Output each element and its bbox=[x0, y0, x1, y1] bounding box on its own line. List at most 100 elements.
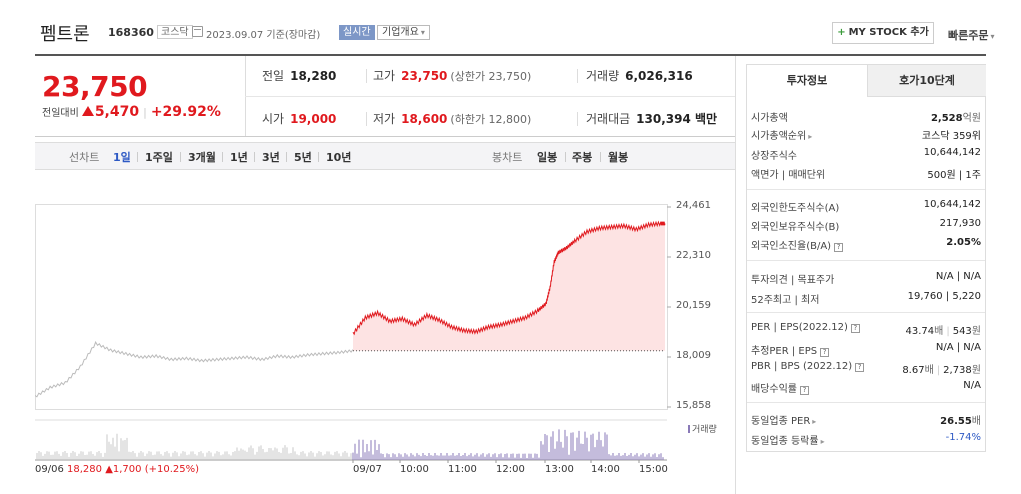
info-row: 추정PER | EPS? N/A | N/A bbox=[751, 342, 981, 358]
y-tick-label: 20,159 bbox=[676, 300, 711, 311]
tab-1w[interactable]: 1주일 bbox=[145, 151, 173, 164]
divider bbox=[577, 112, 578, 126]
header-divider bbox=[35, 54, 986, 56]
help-icon[interactable]: ? bbox=[850, 324, 860, 333]
info-value: N/A | N/A bbox=[935, 271, 981, 282]
divider bbox=[747, 312, 985, 313]
info-row[interactable]: 동일업종 PER ▸ 26.55배 bbox=[751, 412, 981, 428]
prev-day-summary: 09/06 18,280 ▲1,700 (+10.25%) bbox=[35, 464, 199, 475]
bps-value: 2,738 bbox=[943, 365, 972, 376]
quote-volume: 거래량 6,026,316 bbox=[586, 67, 693, 84]
info-row[interactable]: 동일업종 등락률 ▸ -1.74% bbox=[751, 432, 981, 448]
price-line bbox=[352, 220, 666, 336]
plus-icon: + bbox=[837, 27, 846, 38]
tab-3m[interactable]: 3개월 bbox=[188, 151, 216, 164]
tab-order-book-10[interactable]: 호가10단계 bbox=[867, 65, 986, 97]
y-tick-label: 15,858 bbox=[676, 400, 711, 411]
divider bbox=[137, 152, 138, 162]
prev-day-close: 18,280 bbox=[67, 464, 103, 475]
tab-investment-info[interactable]: 투자정보 bbox=[747, 65, 867, 97]
quote-high: 고가 23,750 (상한가 23,750) bbox=[373, 67, 531, 84]
stock-code: 168360 bbox=[108, 26, 154, 39]
dividend-yield-label: 배당수익률 bbox=[751, 384, 797, 395]
stock-name: 펨트론 bbox=[40, 24, 90, 45]
tab-1d[interactable]: 1일 bbox=[113, 151, 131, 164]
sector-per-unit: 배 bbox=[971, 416, 981, 427]
market-cap-value: 2,528 bbox=[930, 113, 963, 124]
divider bbox=[366, 112, 367, 126]
divider bbox=[180, 152, 181, 162]
upper-limit: (상한가 23,750) bbox=[450, 70, 532, 83]
lower-limit: (하한가 12,800) bbox=[450, 113, 532, 126]
realtime-button[interactable]: 실시간 bbox=[339, 25, 375, 40]
info-row: 상장주식수 10,644,142 bbox=[751, 147, 981, 163]
divider: | bbox=[143, 106, 147, 119]
divider bbox=[600, 152, 601, 162]
x-tick-label: 15:00 bbox=[639, 464, 668, 475]
info-value: 2.05% bbox=[946, 237, 981, 248]
info-row: 액면가 | 매매단위 500원 | 1주 bbox=[751, 166, 981, 182]
quote-trade-value-label: 거래대금 bbox=[586, 112, 631, 126]
line-chart-label: 선차트 bbox=[69, 151, 100, 164]
divider: | bbox=[946, 326, 950, 337]
info-label: 동일업종 PER ▸ bbox=[751, 412, 816, 427]
info-label: 추정PER | EPS? bbox=[751, 342, 830, 357]
eps-value: 543 bbox=[952, 326, 972, 337]
divider bbox=[245, 96, 735, 97]
help-icon[interactable]: ? bbox=[820, 348, 830, 357]
info-label: 시가총액 bbox=[751, 113, 788, 124]
quick-order-dropdown[interactable]: 빠른주문 ▾ bbox=[948, 27, 995, 43]
tab-1y[interactable]: 1년 bbox=[230, 151, 248, 164]
help-icon[interactable]: ? bbox=[800, 386, 809, 395]
divider bbox=[565, 152, 566, 162]
quote-prev-value: 18,280 bbox=[290, 69, 337, 83]
quote-low-value: 18,600 bbox=[401, 112, 448, 126]
quote-prev: 전일 18,280 bbox=[262, 67, 336, 84]
divider bbox=[318, 152, 319, 162]
tab-weekly-candle[interactable]: 주봉 bbox=[572, 151, 593, 164]
quote-volume-value: 6,026,316 bbox=[625, 69, 693, 83]
bps-unit: 원 bbox=[971, 365, 981, 376]
info-row: PER | EPS(2022.12)? 43.74배 | 543원 bbox=[751, 322, 981, 338]
info-row[interactable]: 시가총액순위 ▸ 코스닥 359위 bbox=[751, 127, 981, 143]
tab-5y[interactable]: 5년 bbox=[294, 151, 312, 164]
help-icon[interactable]: ? bbox=[834, 243, 844, 252]
prev-day-date: 09/06 bbox=[35, 464, 64, 475]
up-arrow-icon bbox=[81, 106, 94, 116]
quote-open-value: 19,000 bbox=[290, 112, 337, 126]
tab-monthly-candle[interactable]: 월봉 bbox=[608, 151, 629, 164]
help-icon[interactable]: ? bbox=[855, 363, 865, 372]
info-label: 외국인소진율(B/A)? bbox=[751, 237, 844, 252]
x-tick-label: 11:00 bbox=[448, 464, 477, 475]
x-tick-label: 13:00 bbox=[545, 464, 574, 475]
est-per-eps-label: 추정PER | EPS bbox=[751, 346, 818, 357]
tab-10y[interactable]: 10년 bbox=[326, 151, 352, 164]
foreign-exhaust-label: 외국인소진율(B/A) bbox=[751, 241, 832, 252]
company-overview-dropdown[interactable]: 기업개요 ▾ bbox=[377, 25, 430, 40]
sector-change-label: 동일업종 등락률 bbox=[751, 436, 819, 447]
candle-chart-label: 봉차트 bbox=[492, 151, 523, 164]
chevron-right-icon: ▸ bbox=[812, 417, 817, 426]
tab-daily-candle[interactable]: 일봉 bbox=[537, 151, 558, 164]
info-row: 투자의견 | 목표주가 N/A | N/A bbox=[751, 271, 981, 287]
info-label: 액면가 | 매매단위 bbox=[751, 170, 826, 181]
quote-trade-value-value: 130,394 백만 bbox=[636, 112, 718, 126]
prev-day-change: ▲1,700 (+10.25%) bbox=[105, 464, 200, 475]
chevron-right-icon: ▸ bbox=[820, 437, 825, 446]
price-chart[interactable]: 24,461 22,310 20,159 18,009 15,858 09/07 10:0… bbox=[35, 170, 735, 480]
x-tick-label: 12:00 bbox=[496, 464, 525, 475]
per-eps-label: PER | EPS(2022.12) bbox=[751, 322, 848, 333]
tab-3y[interactable]: 3년 bbox=[262, 151, 280, 164]
quote-low-label: 저가 bbox=[373, 112, 396, 126]
market-badge: 코스닥 bbox=[157, 25, 193, 39]
per-unit: 배 bbox=[934, 326, 944, 337]
info-row: 외국인소진율(B/A)? 2.05% bbox=[751, 237, 981, 253]
info-label: PER | EPS(2022.12)? bbox=[751, 322, 860, 333]
sector-change-value: -1.74% bbox=[945, 432, 981, 443]
my-stock-add-button[interactable]: + MY STOCK 추가 bbox=[832, 22, 934, 44]
info-value: 217,930 bbox=[939, 218, 981, 229]
change-label: 전일대비 bbox=[42, 108, 79, 119]
change-amount: 5,470 bbox=[94, 104, 140, 120]
quote-prev-label: 전일 bbox=[262, 69, 285, 83]
info-row: 52주최고 | 최저 19,760 | 5,220 bbox=[751, 291, 981, 307]
